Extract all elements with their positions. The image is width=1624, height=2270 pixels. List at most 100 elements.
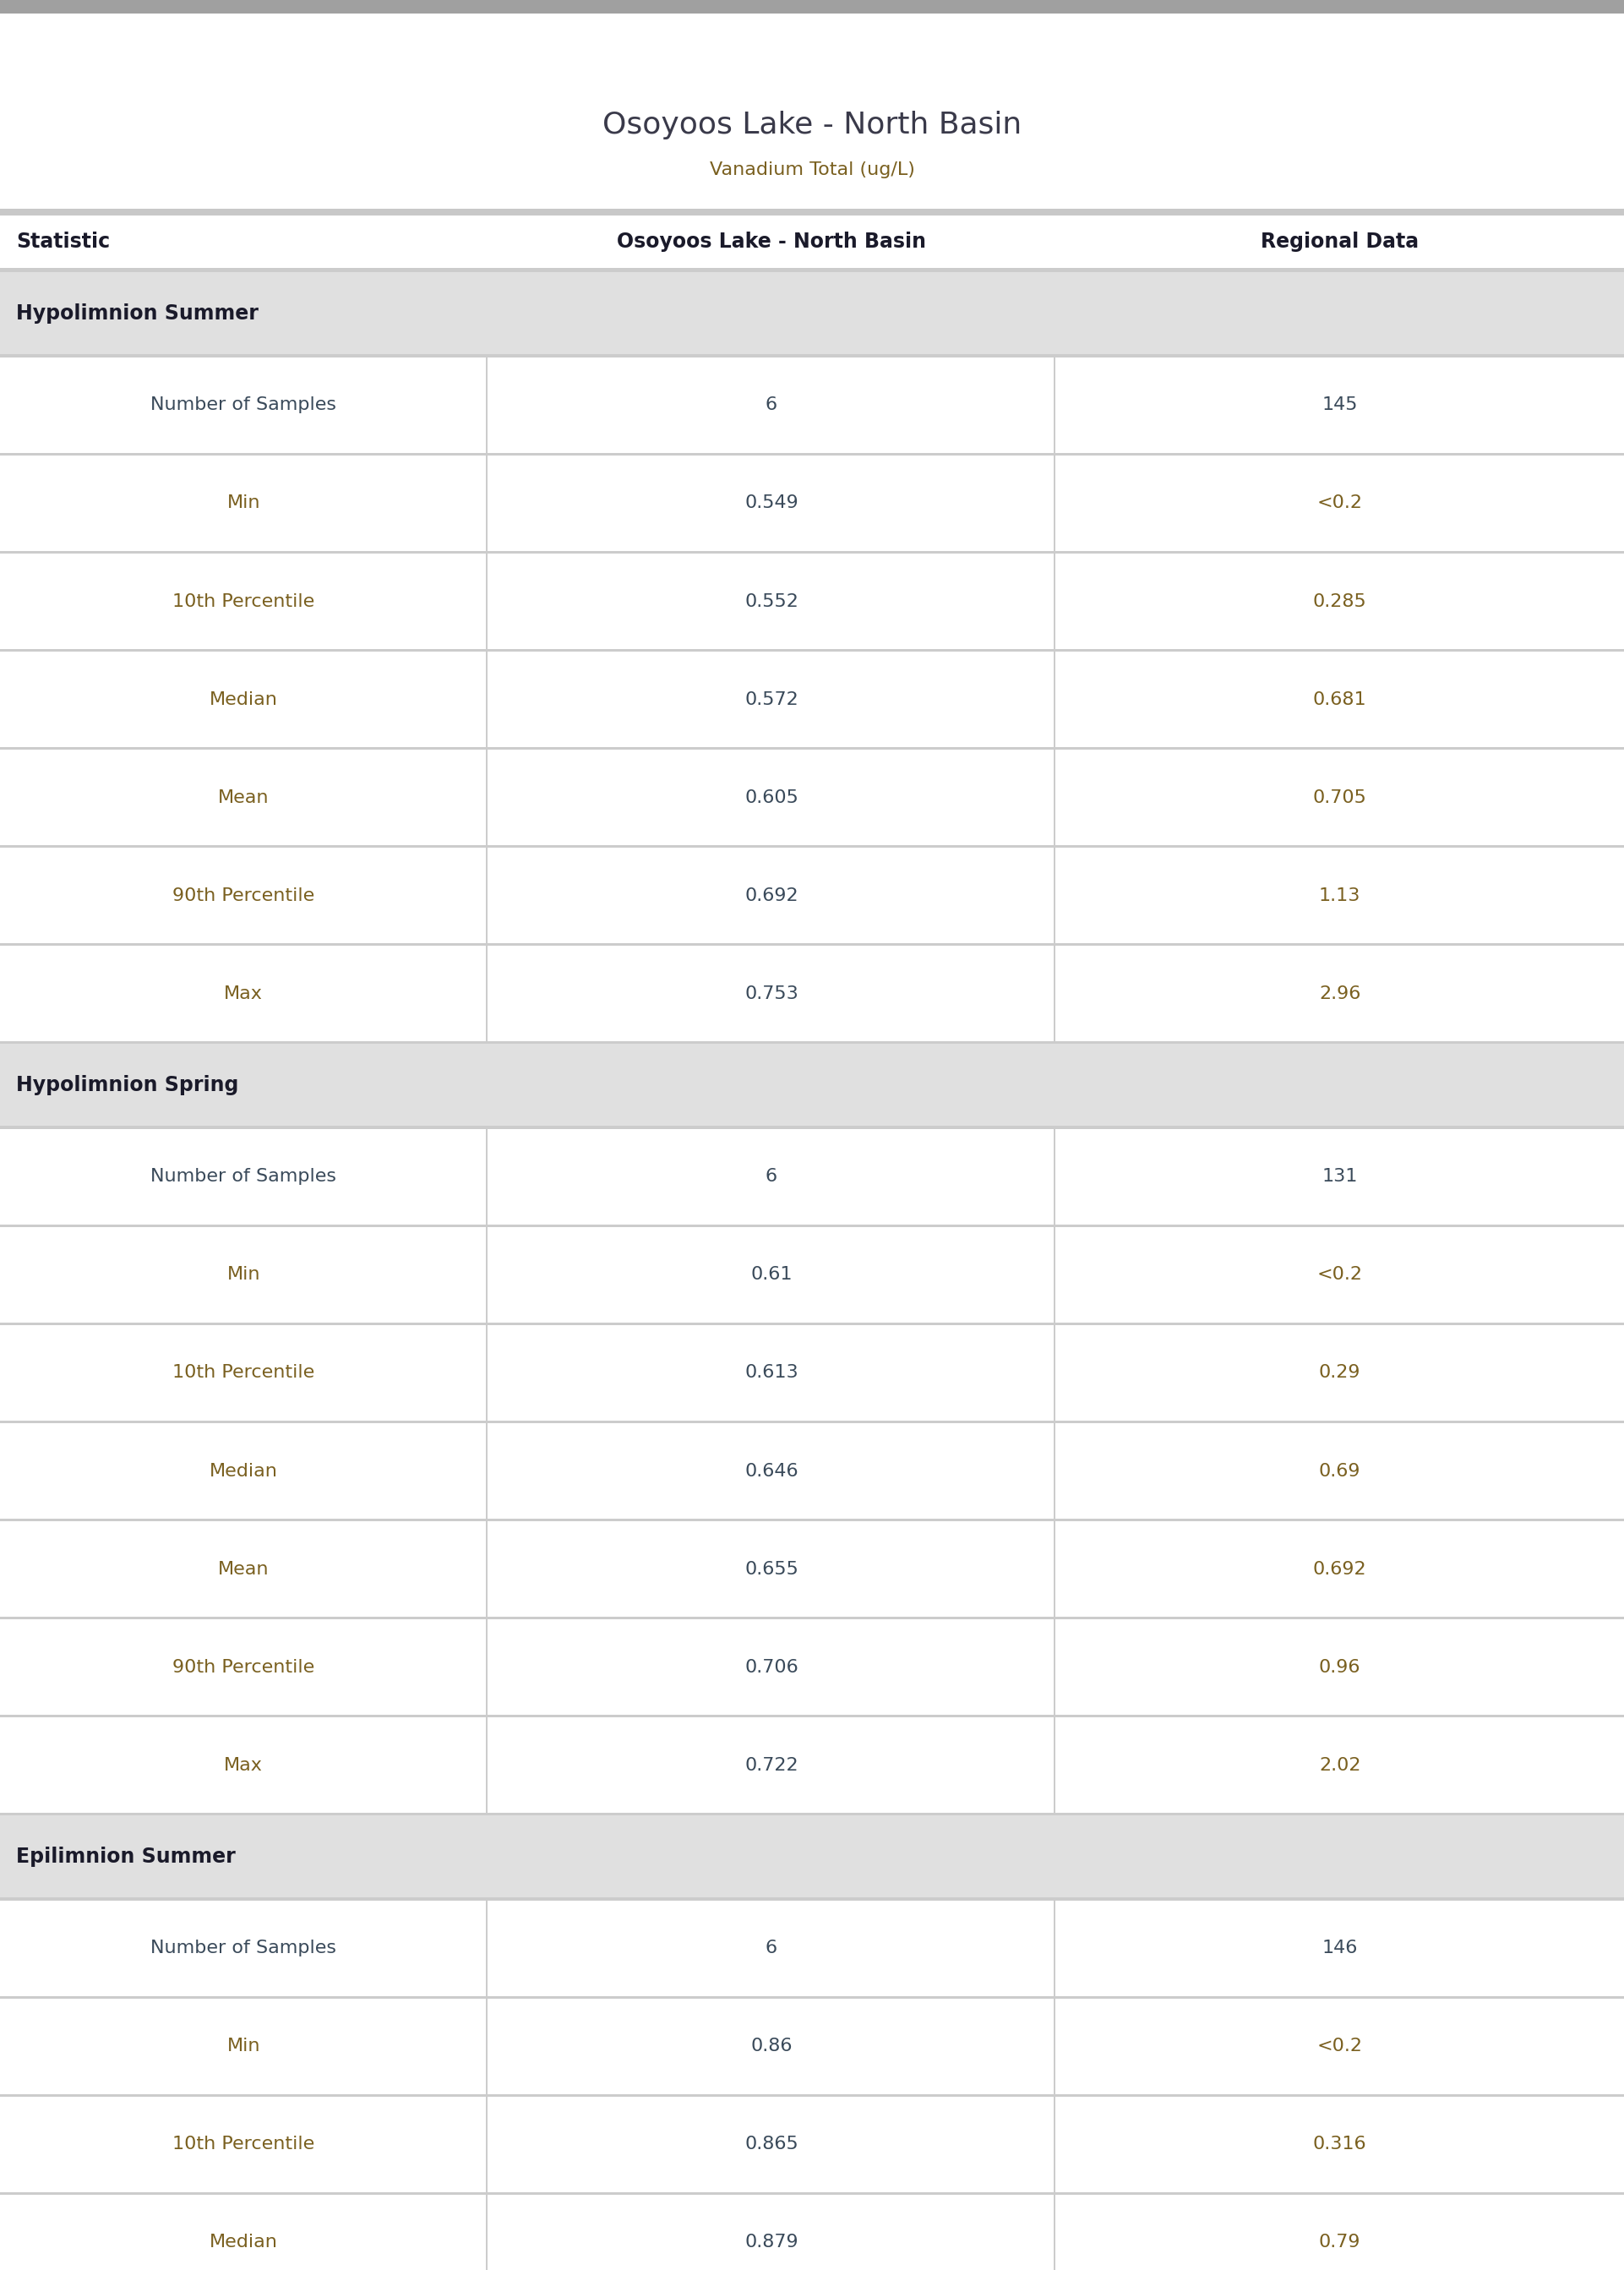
Bar <box>0 1619 1624 1714</box>
Bar <box>0 1814 1624 1816</box>
Bar <box>0 1228 1624 1323</box>
Bar <box>486 554 487 649</box>
Text: 0.655: 0.655 <box>744 1559 799 1578</box>
Bar <box>486 456 487 552</box>
Text: Median: Median <box>209 1462 278 1480</box>
Text: Regional Data: Regional Data <box>1260 232 1419 252</box>
Bar <box>0 209 1624 216</box>
Bar <box>0 2193 1624 2195</box>
Bar <box>0 216 1624 268</box>
Text: 0.605: 0.605 <box>744 790 799 806</box>
Bar <box>0 2195 1624 2270</box>
Text: 146: 146 <box>1322 1941 1358 1957</box>
Bar <box>0 268 1624 272</box>
Bar <box>0 1816 1624 1898</box>
Text: Median: Median <box>209 690 278 708</box>
Text: 0.316: 0.316 <box>1312 2136 1367 2152</box>
Bar <box>0 651 1624 747</box>
Bar <box>486 849 487 944</box>
Text: Number of Samples: Number of Samples <box>151 1169 336 1185</box>
Text: 0.705: 0.705 <box>1312 790 1367 806</box>
Text: Number of Samples: Number of Samples <box>151 1941 336 1957</box>
Bar <box>486 1900 487 1995</box>
Bar <box>0 272 1624 354</box>
Bar <box>486 2195 487 2270</box>
Text: 10th Percentile: 10th Percentile <box>172 2136 315 2152</box>
Text: 0.61: 0.61 <box>750 1267 793 1283</box>
Text: 0.692: 0.692 <box>1312 1559 1367 1578</box>
Text: 0.285: 0.285 <box>1312 592 1367 611</box>
Text: Statistic: Statistic <box>16 232 110 252</box>
Bar <box>1054 1326 1056 1421</box>
Text: 0.552: 0.552 <box>744 592 799 611</box>
Bar <box>0 1616 1624 1619</box>
Bar <box>486 356 487 454</box>
Bar <box>486 1718 487 1814</box>
Bar <box>0 1126 1624 1128</box>
Bar <box>1054 2195 1056 2270</box>
Bar <box>0 747 1624 749</box>
Text: 0.69: 0.69 <box>1319 1462 1361 1480</box>
Text: 6: 6 <box>765 397 778 413</box>
Text: Mean: Mean <box>218 1559 270 1578</box>
Bar <box>0 554 1624 649</box>
Bar <box>1054 1619 1056 1714</box>
Bar <box>1054 554 1056 649</box>
Bar <box>0 1423 1624 1519</box>
Text: 0.753: 0.753 <box>744 985 799 1001</box>
Bar <box>0 844 1624 849</box>
Bar <box>486 947 487 1042</box>
Bar <box>0 454 1624 456</box>
Text: Osoyoos Lake - North Basin: Osoyoos Lake - North Basin <box>603 111 1021 138</box>
Text: Hypolimnion Summer: Hypolimnion Summer <box>16 304 258 322</box>
Text: Hypolimnion Spring: Hypolimnion Spring <box>16 1074 239 1094</box>
Bar <box>0 1042 1624 1044</box>
Text: 0.681: 0.681 <box>1312 690 1367 708</box>
Text: <0.2: <0.2 <box>1317 495 1363 511</box>
Bar <box>0 354 1624 356</box>
Bar <box>486 1326 487 1421</box>
Bar <box>0 356 1624 454</box>
Text: Median: Median <box>209 2234 278 2252</box>
Text: 0.29: 0.29 <box>1319 1364 1361 1382</box>
Bar <box>1054 1128 1056 1224</box>
Text: <0.2: <0.2 <box>1317 1267 1363 1283</box>
Text: 2.96: 2.96 <box>1319 985 1361 1001</box>
Text: Max: Max <box>224 1757 263 1773</box>
Bar <box>0 1998 1624 2093</box>
Bar <box>0 14 1624 216</box>
Text: 0.865: 0.865 <box>744 2136 799 2152</box>
Bar <box>0 1898 1624 1900</box>
Text: 145: 145 <box>1322 397 1358 413</box>
Bar <box>1054 651 1056 747</box>
Bar <box>0 1521 1624 1616</box>
Text: 90th Percentile: 90th Percentile <box>172 1659 315 1675</box>
Text: Max: Max <box>224 985 263 1001</box>
Bar <box>1054 2097 1056 2193</box>
Text: 131: 131 <box>1322 1169 1358 1185</box>
Bar <box>0 0 1624 14</box>
Text: 6: 6 <box>765 1941 778 1957</box>
Bar <box>0 1718 1624 1814</box>
Text: Min: Min <box>227 2038 260 2054</box>
Bar <box>0 1714 1624 1718</box>
Text: Osoyoos Lake - North Basin: Osoyoos Lake - North Basin <box>617 232 926 252</box>
Text: 0.613: 0.613 <box>744 1364 799 1382</box>
Text: 2.02: 2.02 <box>1319 1757 1361 1773</box>
Text: 0.86: 0.86 <box>750 2038 793 2054</box>
Text: 0.572: 0.572 <box>744 690 799 708</box>
Bar <box>486 1228 487 1323</box>
Bar <box>0 1128 1624 1224</box>
Text: Number of Samples: Number of Samples <box>151 397 336 413</box>
Bar <box>0 947 1624 1042</box>
Bar <box>0 2097 1624 2193</box>
Bar <box>0 749 1624 844</box>
Bar <box>486 1128 487 1224</box>
Bar <box>1054 1998 1056 2093</box>
Bar <box>0 1900 1624 1995</box>
Bar <box>1054 947 1056 1042</box>
Bar <box>1054 849 1056 944</box>
Bar <box>0 944 1624 947</box>
Text: 0.646: 0.646 <box>744 1462 799 1480</box>
Bar <box>1054 1228 1056 1323</box>
